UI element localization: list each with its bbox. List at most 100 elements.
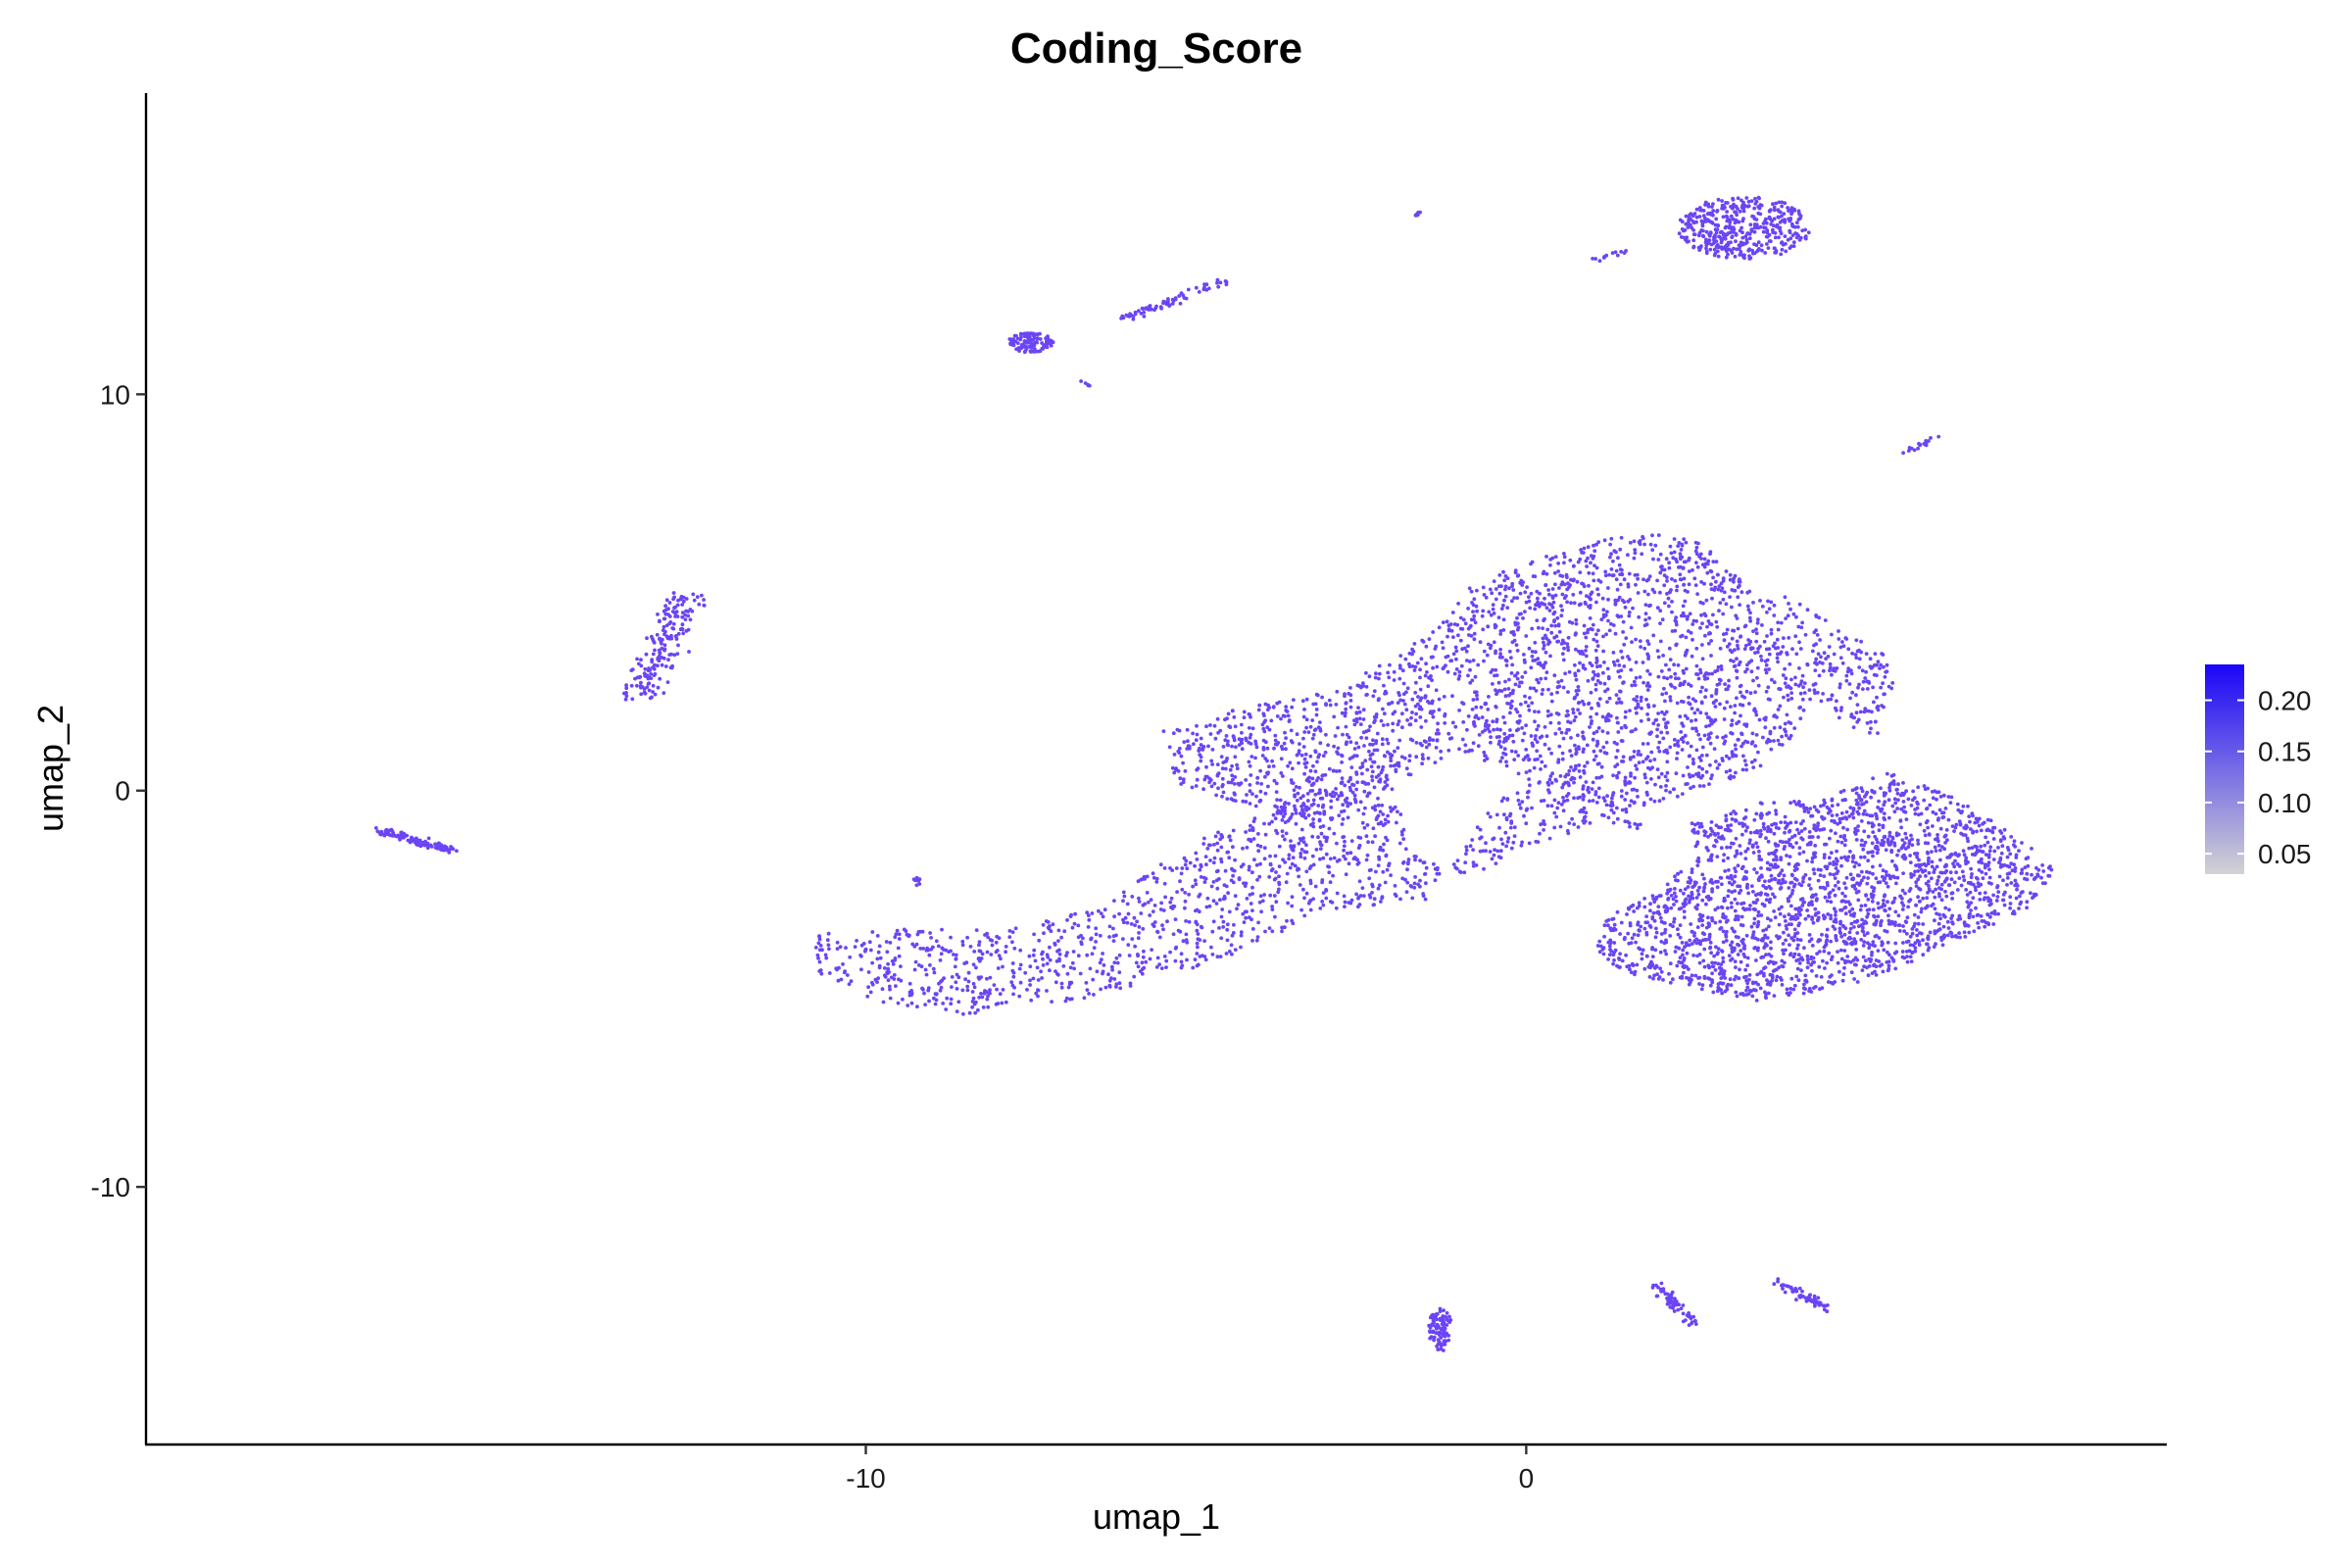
scatter-point-main-middle-upper xyxy=(1605,666,1610,671)
scatter-point-main-left-arm xyxy=(1293,804,1297,808)
scatter-point-main-right-blob xyxy=(1690,870,1694,874)
scatter-point-main-left-arm xyxy=(835,947,840,951)
scatter-point-main-right-blob xyxy=(1825,934,1830,939)
scatter-point-main-middle-upper xyxy=(1660,692,1665,697)
scatter-point-main-middle-upper xyxy=(1552,610,1557,614)
scatter-point-main-middle-upper xyxy=(1593,648,1598,653)
scatter-point-main-right-blob xyxy=(1716,985,1721,990)
scatter-point-main-middle-upper xyxy=(1377,773,1381,777)
scatter-point-main-left-arm xyxy=(1297,874,1301,879)
scatter-point-main-middle-upper xyxy=(1344,742,1348,747)
scatter-point-main-left-arm xyxy=(1324,852,1329,857)
scatter-point-main-middle-upper xyxy=(1293,793,1297,798)
scatter-point-main-right-blob xyxy=(1784,919,1788,923)
scatter-point-main-middle-upper xyxy=(1181,777,1186,782)
scatter-points xyxy=(373,195,2054,1352)
scatter-point-main-left-arm xyxy=(1290,812,1295,816)
scatter-point-main-middle-upper xyxy=(1681,773,1686,778)
scatter-point-main-middle-upper xyxy=(1595,739,1599,744)
scatter-point-main-middle-upper xyxy=(1818,638,1822,642)
scatter-point-main-left-arm xyxy=(1179,959,1184,964)
scatter-point-main-middle-upper xyxy=(1791,612,1796,616)
scatter-point-main-middle-upper xyxy=(1462,646,1467,651)
scatter-point-main-middle-upper xyxy=(1539,767,1543,771)
scatter-point-main-right-blob xyxy=(1867,870,1872,875)
scatter-point-main-middle-upper xyxy=(1775,715,1779,719)
scatter-point-main-right-blob xyxy=(1808,887,1813,891)
scatter-point-main-left-arm xyxy=(1558,824,1563,829)
scatter-point-main-middle-upper xyxy=(1533,710,1537,713)
scatter-point-main-left-arm xyxy=(877,965,882,970)
scatter-point-main-left-arm xyxy=(1090,952,1095,956)
scatter-point-main-middle-upper xyxy=(1491,603,1495,607)
scatter-point-main-middle-upper xyxy=(1363,781,1368,786)
scatter-point-main-left-arm xyxy=(1221,919,1226,924)
scatter-point-main-middle-upper xyxy=(1366,728,1371,733)
scatter-point-main-left-arm xyxy=(867,940,872,945)
scatter-point-main-middle-upper xyxy=(1884,669,1888,674)
scatter-point-main-middle-upper xyxy=(1295,798,1299,803)
scatter-point-main-right-blob xyxy=(1957,913,1962,918)
scatter-point-main-right-blob xyxy=(1800,897,1805,902)
scatter-point-main-middle-upper xyxy=(1557,586,1561,590)
scatter-point-main-right-blob xyxy=(1726,894,1731,899)
scatter-point-main-middle-upper xyxy=(1857,657,1862,662)
scatter-point-main-left-arm xyxy=(1311,798,1316,803)
scatter-point-main-middle-upper xyxy=(1647,672,1652,676)
scatter-point-main-middle-upper xyxy=(1678,683,1683,688)
scatter-point-main-left-arm xyxy=(1195,928,1200,933)
scatter-point-main-middle-upper xyxy=(1641,536,1645,541)
scatter-point-main-middle-upper xyxy=(1466,673,1470,678)
chart-title: Coding_Score xyxy=(1010,24,1302,73)
scatter-point-main-left-arm xyxy=(1250,870,1254,875)
scatter-point-main-middle-upper xyxy=(1461,720,1466,724)
scatter-point-main-middle-upper xyxy=(1240,747,1245,752)
scatter-point-main-left-arm xyxy=(1145,874,1150,879)
scatter-point-main-left-arm xyxy=(1202,939,1206,943)
scatter-point-main-middle-upper xyxy=(1553,731,1558,736)
scatter-point-main-right-blob xyxy=(1752,867,1756,871)
scatter-point-main-middle-upper xyxy=(1639,699,1643,703)
scatter-point-main-middle-upper xyxy=(1436,721,1440,726)
scatter-point-main-middle-upper xyxy=(1233,775,1238,779)
scatter-point-main-middle-upper xyxy=(1550,771,1554,776)
scatter-point-main-left-arm xyxy=(897,954,902,958)
scatter-point-main-right-blob xyxy=(1949,877,1954,882)
scatter-point-main-left-arm xyxy=(1057,948,1061,953)
scatter-point-main-left-arm xyxy=(1214,869,1219,874)
scatter-point-main-middle-upper xyxy=(1520,675,1525,679)
scatter-point-main-middle-upper xyxy=(1783,721,1788,726)
scatter-point-main-left-arm xyxy=(853,945,858,949)
scatter-point-main-middle-upper xyxy=(1272,746,1276,751)
scatter-point-main-middle-upper xyxy=(1615,587,1620,592)
scatter-point-main-left-arm xyxy=(1028,978,1032,983)
scatter-point-main-middle-upper xyxy=(1621,630,1625,634)
scatter-point-main-left-arm xyxy=(1121,899,1125,904)
scatter-point-main-left-arm xyxy=(1318,857,1322,861)
scatter-point-main-left-arm xyxy=(1530,806,1534,810)
scatter-point-main-middle-upper xyxy=(1637,760,1642,765)
scatter-point-main-right-blob xyxy=(1828,872,1833,876)
scatter-point-main-middle-upper xyxy=(1446,748,1451,753)
scatter-point-main-left-arm xyxy=(1028,964,1033,969)
scatter-point-main-middle-upper xyxy=(1214,793,1218,798)
scatter-point-main-right-blob xyxy=(1977,868,1982,872)
scatter-point-main-middle-upper xyxy=(1362,744,1366,748)
scatter-point-main-middle-upper xyxy=(1725,644,1730,649)
scatter-point-main-middle-upper xyxy=(1606,713,1611,718)
scatter-point-main-middle-upper xyxy=(1454,667,1459,671)
scatter-point-main-middle-upper xyxy=(1628,598,1633,602)
scatter-point-main-right-blob xyxy=(1751,988,1756,992)
scatter-point-main-middle-upper xyxy=(1724,734,1728,739)
scatter-point-main-left-arm xyxy=(1112,914,1116,919)
scatter-point-main-left-arm xyxy=(956,1000,961,1004)
scatter-point-main-right-blob xyxy=(1713,920,1718,925)
scatter-point-main-left-arm xyxy=(817,969,822,973)
scatter-point-main-middle-upper xyxy=(1658,785,1663,789)
scatter-point-main-left-arm xyxy=(1335,859,1340,863)
scatter-point-main-middle-upper xyxy=(1732,775,1737,779)
scatter-point-main-right-blob xyxy=(1680,941,1685,945)
scatter-point-main-middle-upper xyxy=(1807,688,1812,692)
scatter-point-main-middle-upper xyxy=(1639,645,1642,649)
scatter-point-main-middle-upper xyxy=(1418,675,1422,680)
